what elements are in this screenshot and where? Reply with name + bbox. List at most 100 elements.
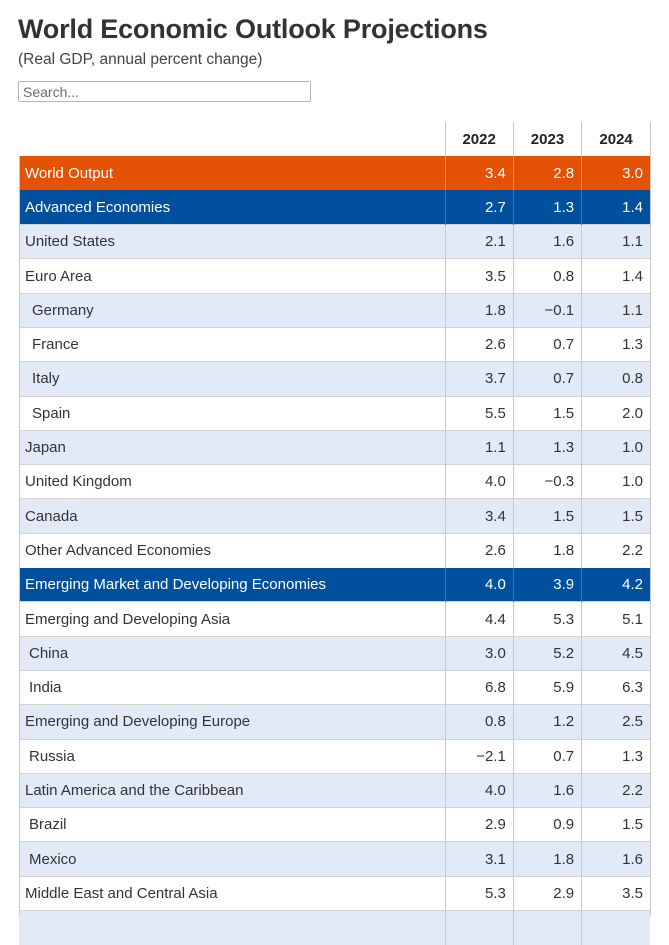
- value-cell-2024: 1.0: [581, 464, 650, 499]
- table-row[interactable]: India 6.8 5.9 6.3: [19, 669, 650, 705]
- value-cell-2022: 2.6: [444, 326, 514, 362]
- header-row: 2022 2023 2024: [19, 122, 650, 156]
- row-name-cell: Russia: [19, 738, 445, 774]
- row-name-cell: Other Advanced Economies: [19, 532, 445, 568]
- search-input[interactable]: [18, 81, 311, 102]
- row-name-cell: Latin America and the Caribbean: [19, 772, 445, 808]
- value-cell-2022: 3.0: [444, 635, 514, 671]
- table-row[interactable]: Other Advanced Economies 2.6 1.8 2.2: [19, 532, 650, 568]
- row-name-cell: Emerging Market and Developing Economies: [19, 567, 445, 602]
- value-cell-2023: 1.2: [512, 704, 582, 740]
- row-name-cell: Middle East and Central Asia: [19, 875, 445, 911]
- value-cell-2023: 1.3: [512, 429, 582, 465]
- row-name-cell: Brazil: [19, 807, 445, 842]
- value-cell-2022: 1.8: [444, 292, 514, 328]
- table-row[interactable]: Latin America and the Caribbean 4.0 1.6 2.2: [19, 772, 650, 808]
- row-name-cell: United States: [19, 224, 445, 259]
- value-cell-2024: 1.6: [581, 841, 650, 877]
- value-cell-2024: 1.5: [581, 807, 650, 842]
- value-cell-2024: 1.4: [581, 258, 650, 294]
- value-cell-2024: 4.2: [581, 567, 650, 602]
- value-cell-2022: 1.1: [444, 429, 514, 465]
- table-row[interactable]: Germany 1.8 −0.1 1.1: [19, 292, 650, 328]
- value-cell-2023: 5.9: [512, 669, 582, 705]
- gdp-table: 2022 2023 2024 World Output 3.4 2.8 3.0 Adva…: [19, 122, 650, 945]
- row-name-cell: Germany: [19, 292, 445, 328]
- row-name-cell: China: [19, 635, 445, 671]
- value-cell-2023: −0.3: [512, 464, 582, 499]
- value-cell-2023: 5.2: [512, 635, 582, 671]
- value-cell-2023: 2.8: [512, 156, 582, 191]
- table-row[interactable]: Italy 3.7 0.7 0.8: [19, 361, 650, 397]
- table-row[interactable]: China 3.0 5.2 4.5: [19, 635, 650, 671]
- row-name-cell: United Kingdom: [19, 464, 445, 499]
- value-cell-2024: 0.8: [581, 361, 650, 397]
- header-cell-2024[interactable]: 2024: [581, 122, 650, 156]
- table-row[interactable]: Middle East and Central Asia 5.3 2.9 3.5: [19, 875, 650, 911]
- value-cell-2024: 2.2: [581, 772, 650, 808]
- value-cell-2024: 1.0: [581, 429, 650, 465]
- value-cell-2024: 5.1: [581, 601, 650, 637]
- value-cell-2022: 3.5: [444, 258, 514, 294]
- table-row[interactable]: Japan 1.1 1.3 1.0: [19, 429, 650, 465]
- row-name-cell: World Output: [19, 156, 445, 191]
- table-row[interactable]: Euro Area 3.5 0.8 1.4: [19, 258, 650, 294]
- row-name-cell: Italy: [19, 361, 445, 397]
- table-left-border: [19, 156, 20, 916]
- value-cell-2022: 6.8: [444, 669, 514, 705]
- table-row[interactable]: Mexico 3.1 1.8 1.6: [19, 841, 650, 877]
- table-row[interactable]: Emerging and Developing Asia 4.4 5.3 5.1: [19, 601, 650, 637]
- value-cell-2024: 3.0: [581, 156, 650, 191]
- value-cell-2023: 3.9: [512, 567, 582, 602]
- value-cell-2023: 0.8: [512, 258, 582, 294]
- row-name-cell: France: [19, 326, 445, 362]
- header-cell-name: [19, 122, 445, 156]
- value-cell-2024: 4.5: [581, 635, 650, 671]
- table-row[interactable]: United Kingdom 4.0 −0.3 1.0: [19, 464, 650, 499]
- value-cell-2022: 2.7: [444, 190, 514, 225]
- row-name-cell: Spain: [19, 395, 445, 431]
- table-row[interactable]: Emerging and Developing Europe 0.8 1.2 2.5: [19, 704, 650, 740]
- value-cell-2024: 1.1: [581, 224, 650, 259]
- table-row[interactable]: Spain 5.5 1.5 2.0: [19, 395, 650, 431]
- value-cell-2024: 2.2: [581, 532, 650, 568]
- value-cell-2023: 1.6: [512, 772, 582, 808]
- value-cell-2022: 4.0: [444, 464, 514, 499]
- value-cell-2024: 1.4: [581, 190, 650, 225]
- gdp-table-container: 2022 2023 2024 World Output 3.4 2.8 3.0 Adva…: [19, 122, 650, 945]
- value-cell-2023: 1.3: [512, 190, 582, 225]
- row-name-cell: Japan: [19, 429, 445, 465]
- value-cell-2024: 3.5: [581, 875, 650, 911]
- header-cell-2023[interactable]: 2023: [512, 122, 582, 156]
- table-row[interactable]: Brazil 2.9 0.9 1.5: [19, 807, 650, 842]
- table-row[interactable]: World Output 3.4 2.8 3.0: [19, 156, 650, 191]
- row-name-cell: Euro Area: [19, 258, 445, 294]
- table-header: 2022 2023 2024: [19, 122, 650, 156]
- table-row[interactable]: Russia −2.1 0.7 1.3: [19, 738, 650, 774]
- header-cell-2022[interactable]: 2022: [444, 122, 514, 156]
- table-row[interactable]: Canada 3.4 1.5 1.5: [19, 498, 650, 534]
- value-cell-2023: 0.9: [512, 807, 582, 842]
- value-cell-2023: 5.3: [512, 601, 582, 637]
- row-name-cell: Emerging and Developing Asia: [19, 601, 445, 637]
- value-cell-2023: 1.5: [512, 395, 582, 431]
- value-cell-2024: 1.3: [581, 326, 650, 362]
- row-name-cell: Advanced Economies: [19, 190, 445, 225]
- table-row[interactable]: Advanced Economies 2.7 1.3 1.4: [19, 190, 650, 225]
- row-name-cell: Canada: [19, 498, 445, 534]
- value-cell-2022: 4.0: [444, 567, 514, 602]
- row-name-cell: India: [19, 669, 445, 705]
- value-cell-2022: 3.7: [444, 361, 514, 397]
- value-cell-2022: −2.1: [444, 738, 514, 774]
- value-cell-2022: 3.4: [444, 156, 514, 191]
- value-cell-2023: 1.6: [512, 224, 582, 259]
- table-row[interactable]: Emerging Market and Developing Economies…: [19, 567, 650, 602]
- table-row[interactable]: France 2.6 0.7 1.3: [19, 326, 650, 362]
- value-cell-2023: 1.5: [512, 498, 582, 534]
- value-cell-2024: 2.0: [581, 395, 650, 431]
- value-cell-2024: 1.3: [581, 738, 650, 774]
- value-cell-2022: 4.4: [444, 601, 514, 637]
- value-cell-2022: 3.1: [444, 841, 514, 877]
- value-cell-2024: 1.5: [581, 498, 650, 534]
- table-row[interactable]: United States 2.1 1.6 1.1: [19, 224, 650, 259]
